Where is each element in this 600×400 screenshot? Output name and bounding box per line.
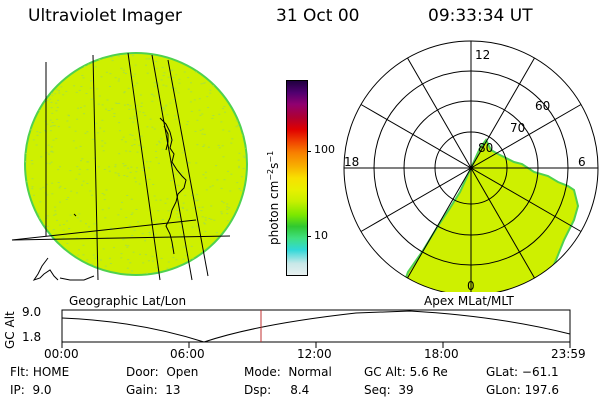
colorbar-label-100: 100 [314,143,335,156]
status-gain: Gain: 13 [126,383,181,397]
status-geo-latitude: GLat: −61.1 [486,365,559,379]
mlt-label-18: 18 [344,155,359,169]
geographic-grid [11,52,231,281]
earth-disk [24,52,248,276]
status-gc-altitude: GC Alt: 5.6 Re [364,365,448,379]
colorbar-tick-100 [307,151,311,152]
mlt-label-12: 12 [475,48,490,62]
lat-label-60: 60 [535,99,550,113]
mlt-label-0: 0 [467,279,475,292]
colorbar-tick-10 [307,236,311,237]
mlt-label-6: 6 [578,155,586,169]
status-mode: Mode: Normal [244,365,332,379]
polar-grid [343,40,599,292]
time-tick-0000: 00:00 [44,347,79,361]
aurora-image-region [396,138,580,292]
time-tick-2359: 23:59 [551,347,586,361]
colorbar-unit-label: photon cm−2s−1 [266,150,281,245]
status-geo-longitude: GLon: 197.6 [486,383,559,397]
orbit-altitude-timeline [61,309,571,348]
geographic-earth-image [11,52,248,281]
mlt-line-8-20 [360,104,582,232]
magnetic-polar-plot: 12 18 6 0 80 70 60 [343,40,599,292]
longitude-line [92,54,99,281]
colorbar [286,80,308,276]
status-sequence: Seq: 39 [364,383,414,397]
time-tick-0600: 06:00 [170,347,205,361]
longitude-line [127,52,161,281]
latitude-line [11,235,231,241]
status-door: Door: Open [126,365,199,379]
timeline-ticks [61,342,571,348]
time-tick-1800: 18:00 [424,347,459,361]
observation-time: 09:33:34 UT [428,6,533,26]
altitude-curve [61,310,571,343]
left-panel-label: Geographic Lat/Lon [69,294,187,308]
longitude-line [151,54,193,281]
status-ip: IP: 9.0 [10,383,52,397]
time-tick-1200: 12:00 [297,347,332,361]
instrument-title: Ultraviolet Imager [28,6,182,26]
longitude-line [167,59,209,277]
status-flight: Flt: HOME [10,365,70,379]
altitude-ylabel: GC Alt [3,311,17,349]
right-panel-label: Apex MLat/MLT [424,294,514,308]
coastline [32,117,187,281]
altitude-ytick-bottom: 1.8 [22,330,42,344]
lat-label-80: 80 [478,141,493,155]
status-dsp: Dsp: 8.4 [244,383,310,397]
latitude-line [11,219,197,241]
lat-label-70: 70 [510,121,525,135]
observation-date: 31 Oct 00 [276,6,360,26]
colorbar-label-10: 10 [314,229,328,242]
altitude-ytick-top: 9.0 [22,305,42,319]
